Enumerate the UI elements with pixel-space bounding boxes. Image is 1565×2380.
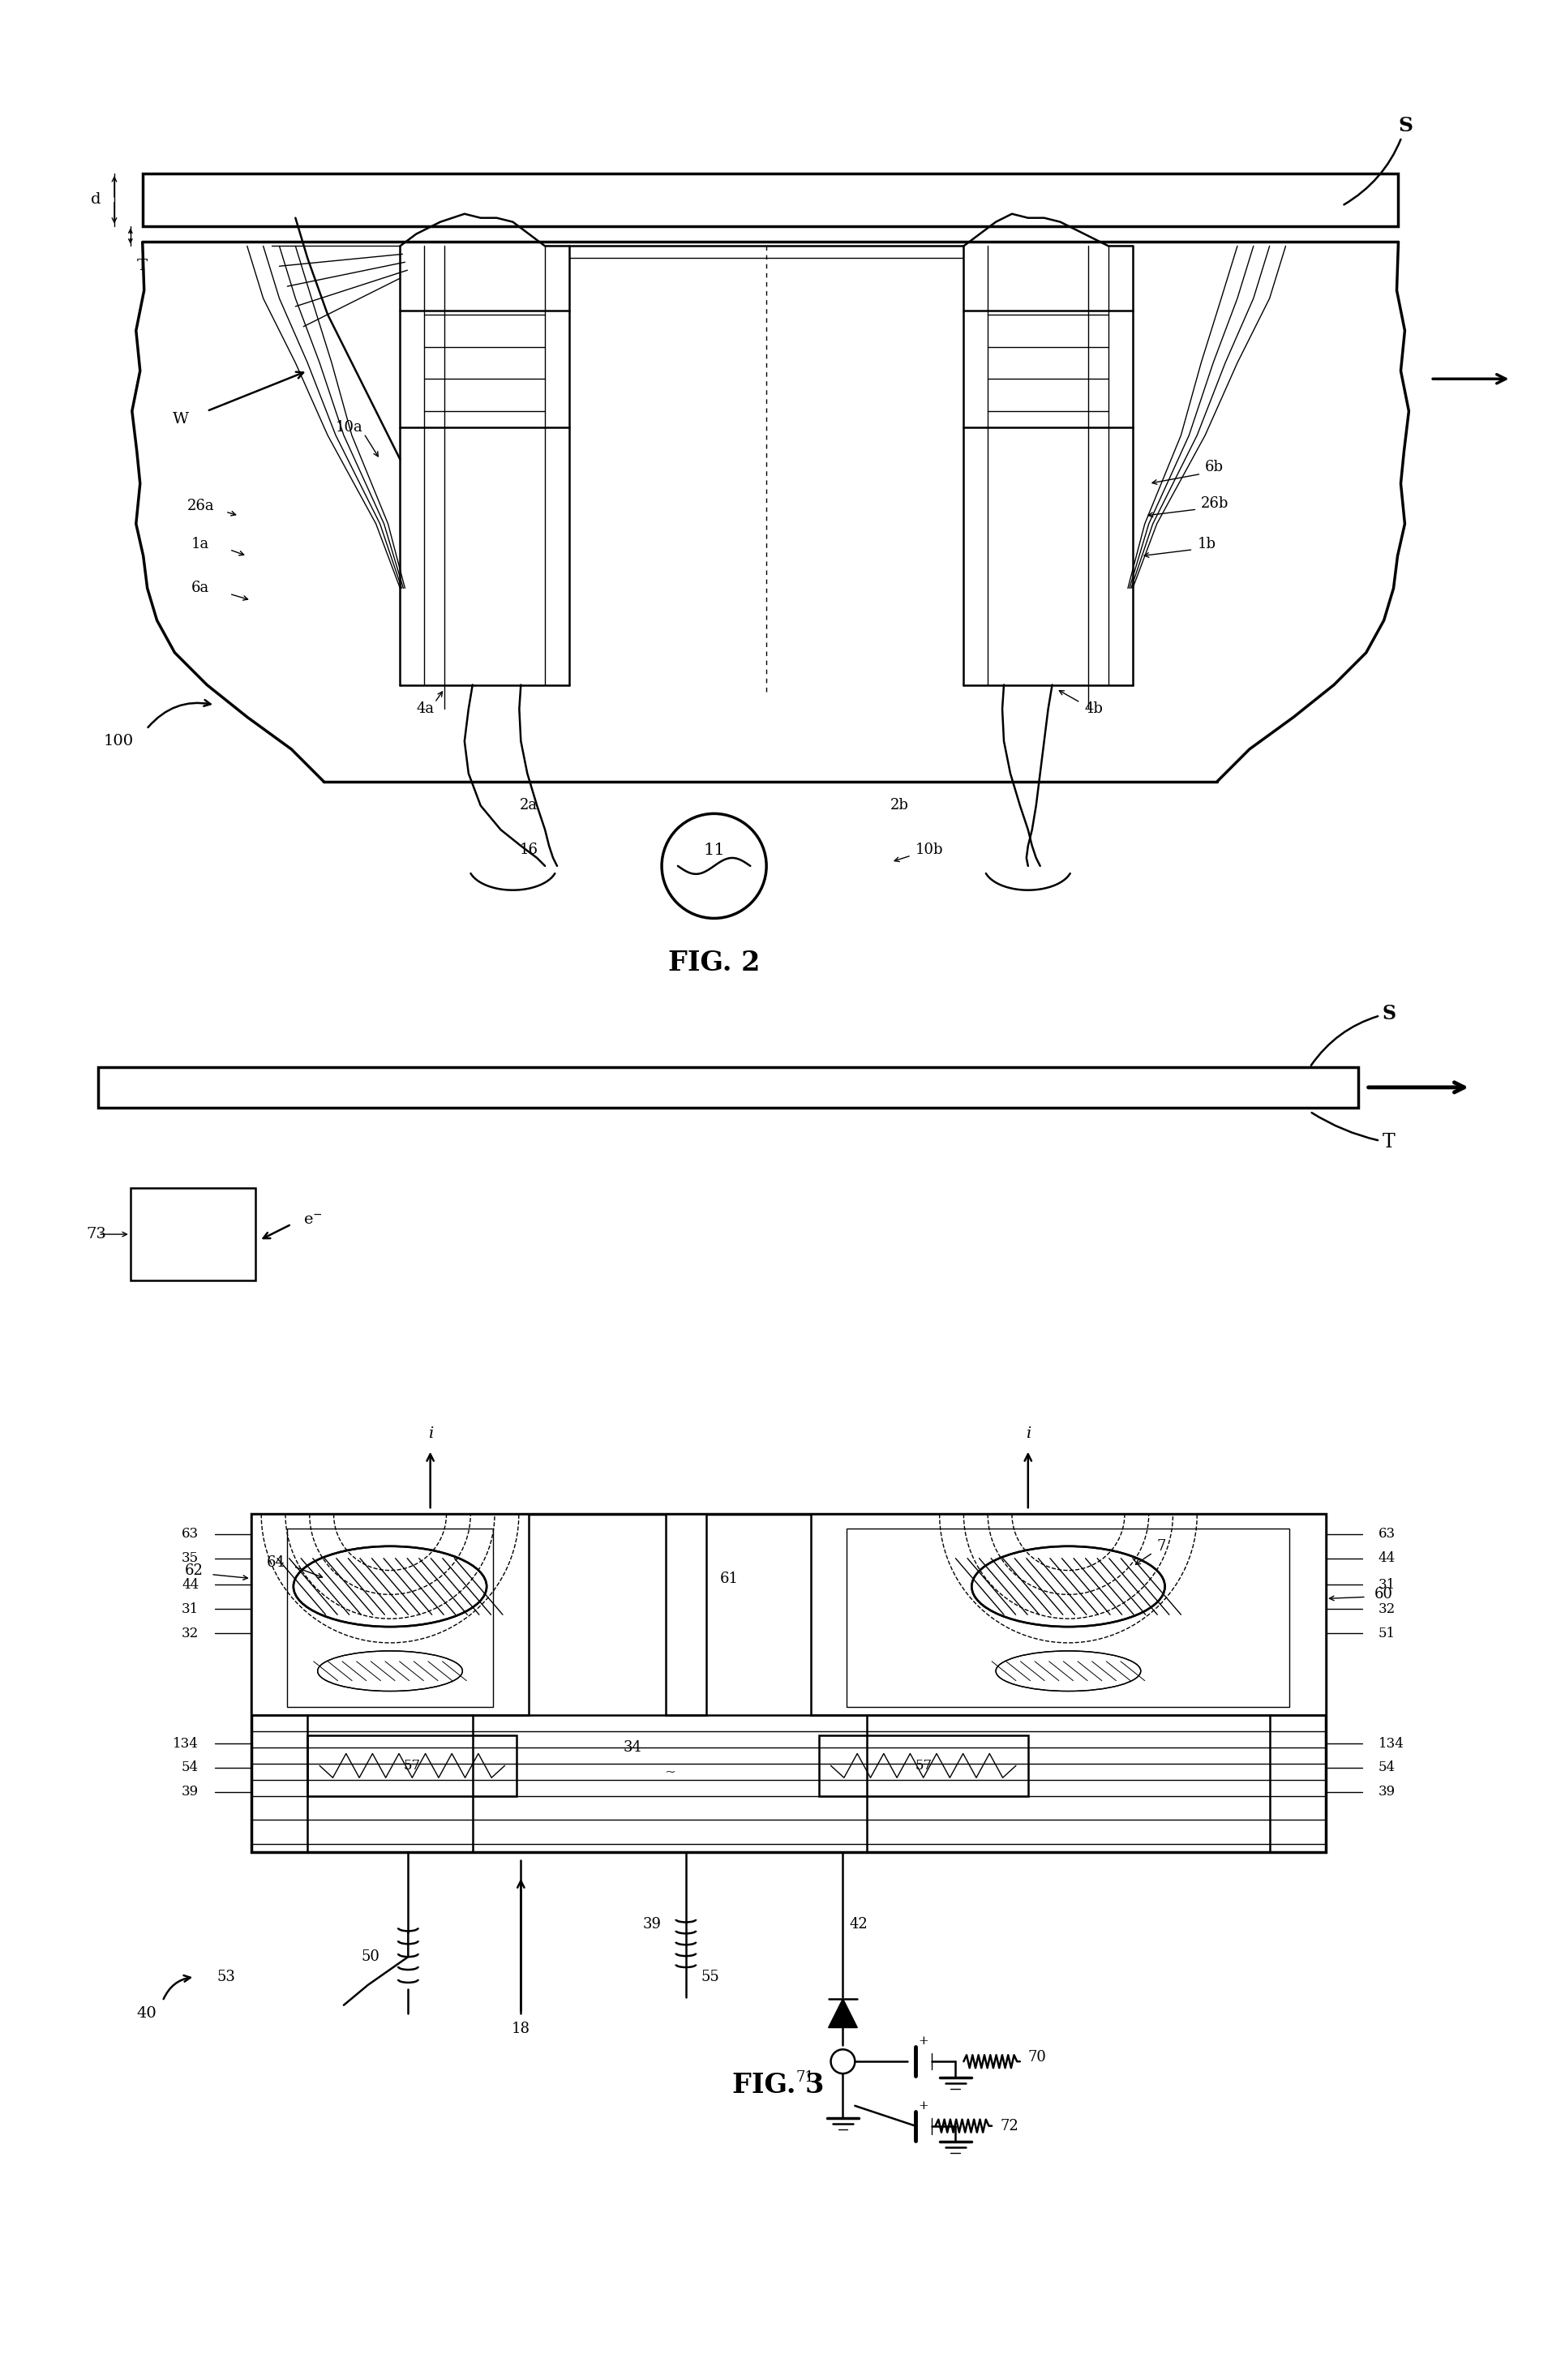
Text: ~: ~ bbox=[664, 1764, 676, 1778]
Bar bbox=[847, 1528, 1290, 1706]
Text: 53: 53 bbox=[216, 1971, 235, 1985]
Text: 26b: 26b bbox=[1200, 497, 1229, 512]
Text: 18: 18 bbox=[512, 2023, 531, 2037]
Text: 4a: 4a bbox=[416, 702, 434, 716]
Ellipse shape bbox=[293, 1547, 487, 1628]
Text: 6a: 6a bbox=[191, 581, 208, 595]
Text: 2b: 2b bbox=[890, 797, 909, 814]
Text: T: T bbox=[1311, 1114, 1394, 1152]
Text: 40: 40 bbox=[136, 2006, 157, 2021]
Text: 57: 57 bbox=[916, 1759, 931, 1773]
Text: 71: 71 bbox=[797, 2071, 815, 2085]
Bar bbox=[308, 1735, 516, 1797]
Text: 44: 44 bbox=[182, 1578, 199, 1592]
Text: T: T bbox=[138, 259, 147, 274]
Text: i: i bbox=[1025, 1426, 1031, 1440]
Circle shape bbox=[662, 814, 767, 919]
Text: i: i bbox=[427, 1426, 434, 1440]
Text: 134: 134 bbox=[174, 1737, 199, 1749]
Text: 11: 11 bbox=[703, 843, 725, 857]
Text: 31: 31 bbox=[182, 1602, 199, 1616]
Text: 62: 62 bbox=[185, 1564, 203, 1578]
Text: 31: 31 bbox=[1379, 1578, 1396, 1592]
Text: 63: 63 bbox=[1379, 1528, 1396, 1542]
Text: 54: 54 bbox=[1379, 1761, 1396, 1775]
Text: 63: 63 bbox=[182, 1528, 199, 1542]
Bar bbox=[811, 1514, 1326, 1716]
Text: 26a: 26a bbox=[186, 500, 214, 514]
Text: 16: 16 bbox=[520, 843, 538, 857]
Ellipse shape bbox=[972, 1547, 1164, 1628]
Bar bbox=[99, 1066, 1358, 1107]
Bar bbox=[142, 174, 1399, 226]
Text: 39: 39 bbox=[182, 1785, 199, 1799]
Text: 51: 51 bbox=[1379, 1626, 1396, 1640]
Text: 10a: 10a bbox=[336, 419, 363, 436]
Bar bbox=[250, 1514, 1326, 1852]
Text: 32: 32 bbox=[1379, 1602, 1396, 1616]
Text: 2a: 2a bbox=[520, 797, 538, 814]
Text: 1b: 1b bbox=[1197, 536, 1216, 552]
Text: 134: 134 bbox=[1379, 1737, 1404, 1749]
Bar bbox=[130, 1188, 255, 1280]
Text: 35: 35 bbox=[182, 1552, 199, 1566]
Text: 4b: 4b bbox=[1085, 702, 1103, 716]
Text: 72: 72 bbox=[1000, 2118, 1019, 2132]
Text: FIG. 3: FIG. 3 bbox=[732, 2073, 825, 2099]
Text: 61: 61 bbox=[720, 1571, 739, 1585]
Text: 39: 39 bbox=[1379, 1785, 1396, 1799]
Text: 57: 57 bbox=[404, 1759, 421, 1773]
Circle shape bbox=[831, 2049, 854, 2073]
Bar bbox=[250, 1514, 529, 1716]
Text: 50: 50 bbox=[362, 1949, 380, 1964]
Text: 70: 70 bbox=[1028, 2049, 1047, 2066]
Text: d: d bbox=[91, 193, 100, 207]
Text: 55: 55 bbox=[701, 1971, 720, 1985]
Polygon shape bbox=[828, 1999, 858, 2028]
Text: 6b: 6b bbox=[1205, 459, 1224, 474]
Text: 1a: 1a bbox=[191, 536, 208, 552]
Text: FIG. 2: FIG. 2 bbox=[668, 950, 761, 976]
Text: 64: 64 bbox=[268, 1554, 285, 1571]
Text: S: S bbox=[1344, 117, 1413, 205]
Text: 34: 34 bbox=[623, 1740, 642, 1754]
Text: 7: 7 bbox=[1157, 1540, 1166, 1554]
Text: e$^{-}$: e$^{-}$ bbox=[304, 1214, 322, 1228]
Bar bbox=[665, 1514, 706, 1716]
Text: S: S bbox=[1311, 1004, 1396, 1066]
Text: 44: 44 bbox=[1379, 1552, 1396, 1566]
Text: 73: 73 bbox=[86, 1228, 106, 1242]
Text: 100: 100 bbox=[103, 733, 133, 747]
Text: 54: 54 bbox=[182, 1761, 199, 1775]
Text: 10b: 10b bbox=[916, 843, 944, 857]
Text: 32: 32 bbox=[182, 1626, 199, 1640]
Text: +: + bbox=[919, 2099, 928, 2111]
Text: +: + bbox=[919, 2035, 928, 2047]
Ellipse shape bbox=[995, 1652, 1141, 1692]
Text: 39: 39 bbox=[643, 1918, 662, 1933]
Bar bbox=[818, 1735, 1028, 1797]
Bar bbox=[288, 1528, 493, 1706]
Text: 60: 60 bbox=[1374, 1587, 1393, 1602]
Text: W: W bbox=[174, 412, 189, 426]
Ellipse shape bbox=[318, 1652, 463, 1692]
Text: 42: 42 bbox=[850, 1918, 869, 1933]
